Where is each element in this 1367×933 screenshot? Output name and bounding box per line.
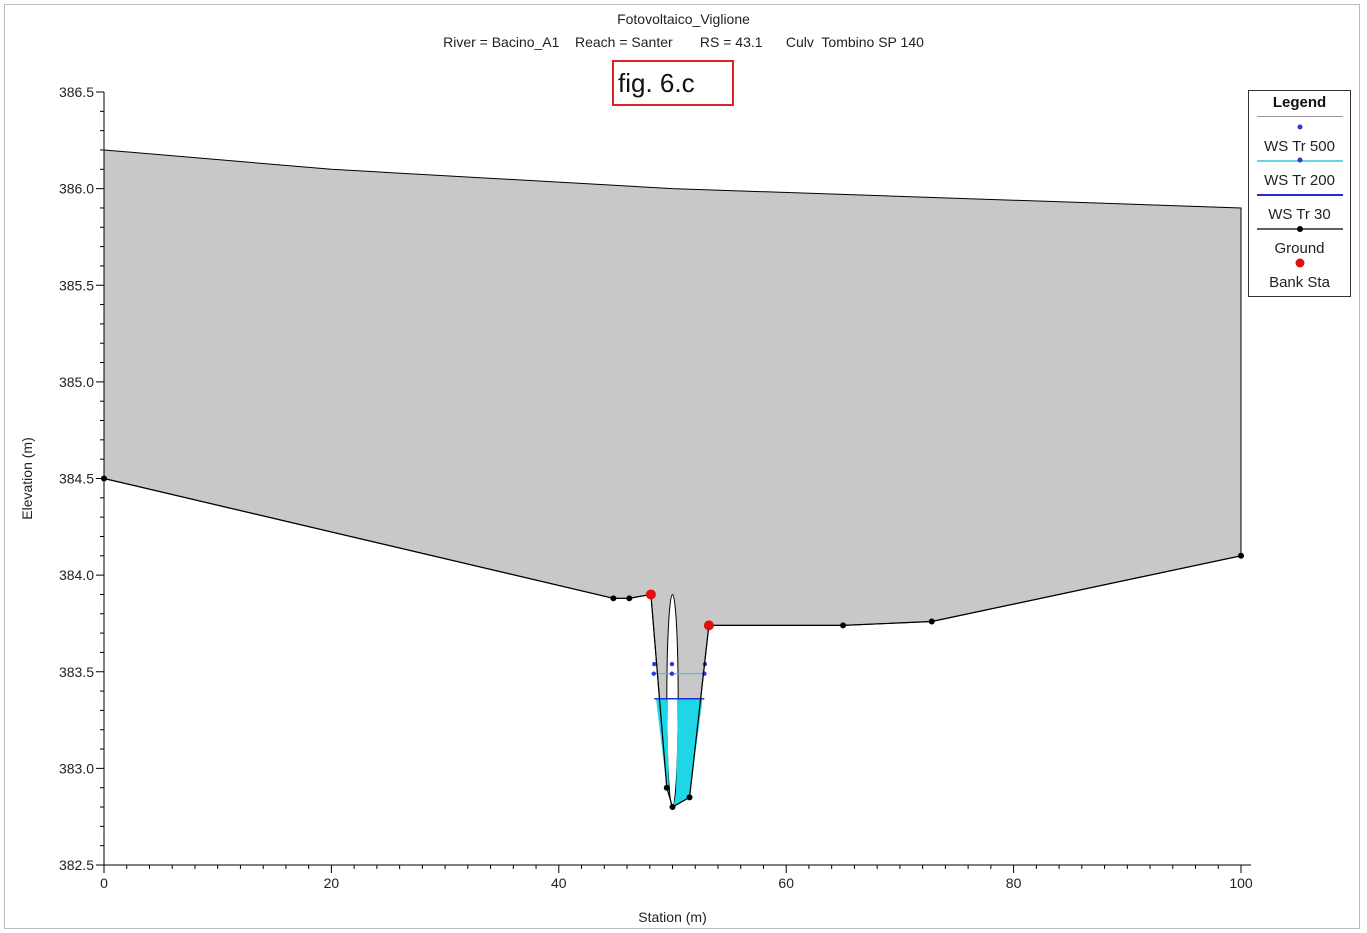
ws-tr-500-point	[652, 661, 657, 667]
bank-station-point	[645, 589, 656, 600]
y-tick-label: 386.0	[59, 181, 94, 197]
x-axis-label: Station (m)	[638, 909, 706, 925]
chart-title: Fotovoltaico_Viglione	[617, 11, 750, 27]
x-tick-label: 0	[100, 875, 108, 891]
x-tick-label: 100	[1229, 875, 1253, 891]
ground-point	[686, 794, 693, 801]
legend-label: WS Tr 30	[1268, 206, 1331, 223]
legend-item-ws-tr-30: WS Tr 30	[1249, 189, 1350, 223]
legend-item-ws-tr-500: WS Tr 500	[1249, 121, 1350, 155]
legend: Legend WS Tr 500 WS Tr 200 WS Tr 30 Grou…	[1248, 90, 1351, 297]
figure-label: fig. 6.c	[612, 60, 734, 106]
y-tick-label: 383.0	[59, 760, 94, 776]
ground-point	[840, 622, 847, 629]
ground-point	[626, 595, 633, 602]
legend-swatch-ground	[1257, 226, 1343, 232]
y-tick-label: 384.0	[59, 567, 94, 583]
y-tick-label: 385.0	[59, 374, 94, 390]
ground-point	[610, 595, 617, 602]
ground-point	[669, 804, 676, 811]
x-tick-label: 60	[778, 875, 794, 891]
bank-station-point	[703, 620, 714, 631]
ground-point	[1238, 552, 1244, 559]
y-tick-label: 382.5	[59, 857, 94, 873]
x-tick-label: 40	[551, 875, 567, 891]
ws-tr-500-point	[669, 661, 675, 667]
chart-subtitle: River = Bacino_A1 Reach = Santer RS = 43…	[443, 34, 924, 50]
legend-label: WS Tr 500	[1264, 138, 1335, 155]
ground-point	[663, 784, 670, 791]
legend-item-ws-tr-200: WS Tr 200	[1249, 155, 1350, 189]
legend-title: Legend	[1272, 94, 1327, 111]
legend-swatch-ws-tr-30	[1257, 194, 1343, 196]
legend-swatch-ws-tr-500	[1297, 124, 1303, 130]
ground-point	[928, 618, 935, 625]
legend-swatch-bank-sta	[1295, 258, 1305, 268]
legend-item-ground: Ground	[1249, 223, 1350, 257]
legend-label: Bank Sta	[1269, 274, 1330, 291]
legend-divider	[1257, 116, 1343, 117]
x-tick-label: 20	[324, 875, 340, 891]
legend-swatch-ws-tr-200	[1257, 157, 1343, 163]
y-tick-label: 384.5	[59, 471, 94, 487]
legend-label: Ground	[1274, 240, 1325, 257]
ws-tr-200-point	[669, 671, 675, 676]
y-axis-label: Elevation (m)	[19, 437, 35, 519]
water-fill-right	[672, 698, 703, 808]
legend-label: WS Tr 200	[1264, 172, 1335, 189]
y-tick-label: 386.5	[59, 84, 94, 100]
y-tick-label: 385.5	[59, 277, 94, 293]
y-tick-label: 383.5	[59, 664, 94, 680]
chart-frame	[4, 4, 1360, 929]
x-tick-label: 80	[1006, 875, 1022, 891]
legend-item-bank-sta: Bank Sta	[1249, 257, 1350, 291]
ws-tr-200-point	[651, 671, 656, 676]
